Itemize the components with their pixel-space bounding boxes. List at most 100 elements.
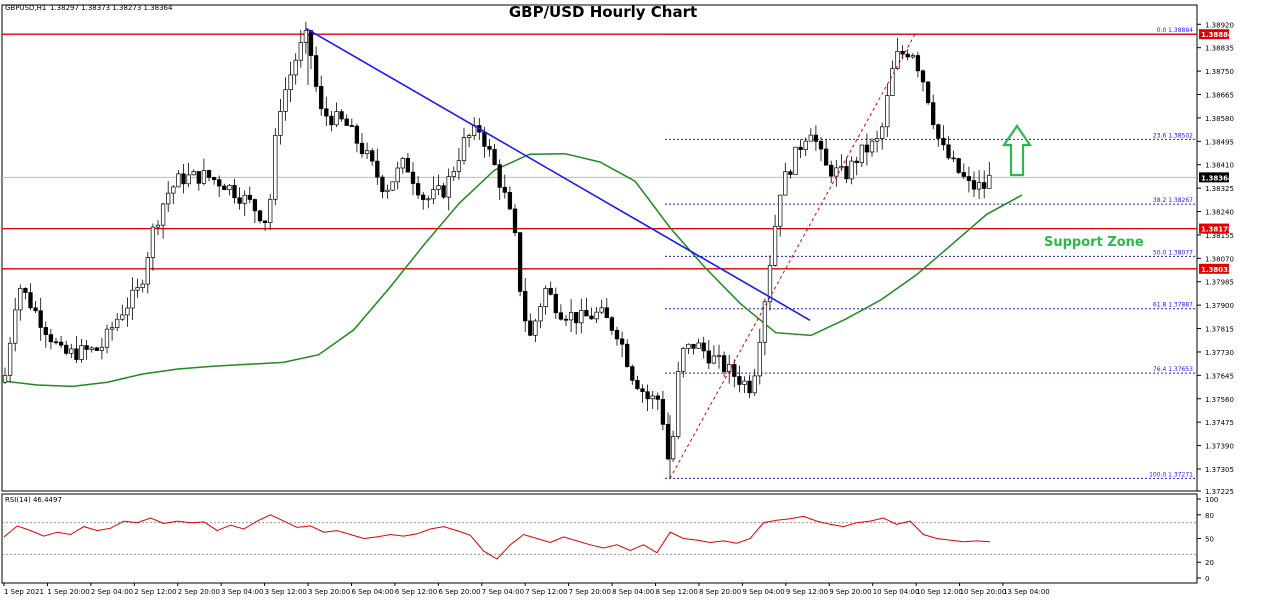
candle-body: [538, 306, 543, 322]
candle: [880, 122, 885, 150]
candle-body: [181, 173, 186, 185]
candle-body: [324, 108, 329, 117]
candle-body: [512, 208, 518, 233]
candle-body: [747, 380, 752, 394]
candle-body: [375, 160, 380, 178]
candle-body: [456, 160, 462, 172]
candle: [48, 328, 54, 350]
candle: [242, 190, 247, 217]
candle: [676, 361, 681, 440]
candle-body: [808, 134, 813, 142]
candle-body: [344, 118, 349, 126]
candle: [273, 128, 278, 206]
candle: [344, 114, 349, 126]
candle: [456, 147, 462, 180]
fib-swing-line: [669, 33, 916, 479]
candle: [298, 29, 303, 68]
candle: [645, 384, 650, 412]
candle-body: [99, 346, 105, 351]
candle: [752, 368, 757, 397]
price-tick-label: 1.38495: [1205, 138, 1234, 146]
candle-body: [38, 310, 43, 328]
time-tick-label: 13 Sep 04:00: [1003, 588, 1050, 596]
candle-body: [823, 148, 829, 166]
time-tick-label: 1 Sep 2021: [4, 588, 44, 596]
candle: [931, 94, 936, 130]
candle-body: [696, 342, 701, 349]
candle-body: [283, 89, 288, 112]
candle: [533, 318, 538, 342]
candle: [252, 198, 258, 223]
candle-body: [319, 86, 324, 110]
candle-body: [410, 171, 416, 184]
candle-body: [293, 59, 298, 76]
candle-body: [349, 125, 354, 127]
candle: [120, 304, 125, 322]
candle-body: [28, 292, 33, 309]
candle-body: [553, 293, 558, 314]
candle-body: [915, 55, 921, 72]
price-tag: [1199, 29, 1229, 40]
candle-body: [987, 174, 992, 189]
candle-body: [650, 395, 655, 400]
candle-body: [130, 289, 135, 309]
candle: [13, 297, 18, 352]
candle: [364, 142, 370, 160]
candle: [329, 111, 334, 132]
candle: [115, 313, 120, 332]
candle-body: [910, 55, 915, 58]
candle: [38, 297, 43, 341]
time-tick-label: 6 Sep 04:00: [351, 588, 393, 596]
price-tick-label: 1.38325: [1205, 185, 1234, 193]
candle-body: [625, 343, 630, 367]
candle-body: [268, 198, 273, 224]
candle: [619, 331, 625, 358]
candle-body: [43, 327, 48, 335]
price-tick-label: 1.37900: [1205, 302, 1234, 310]
candle: [339, 109, 344, 122]
candle: [558, 304, 564, 321]
candle: [915, 51, 921, 78]
candle: [278, 99, 283, 145]
candle-body: [74, 348, 79, 360]
candle-body: [237, 197, 242, 204]
candle-body: [533, 320, 538, 336]
price-tick-label: 1.37560: [1205, 396, 1234, 404]
price-tick-label: 1.38580: [1205, 115, 1234, 123]
candle-body: [446, 176, 451, 198]
candle: [186, 162, 191, 187]
candle-body: [691, 343, 696, 349]
candle: [706, 340, 711, 369]
candle: [99, 337, 105, 360]
rsi-plot-frame: [1, 493, 1198, 584]
candle: [79, 339, 84, 363]
candle: [982, 170, 987, 199]
candle-body: [329, 115, 334, 126]
candle: [130, 277, 135, 320]
candle-body: [788, 171, 793, 175]
candle: [94, 346, 99, 352]
candle: [308, 29, 314, 69]
candle: [410, 162, 416, 196]
candle-body: [732, 364, 737, 377]
candle: [125, 297, 130, 327]
candle-body: [859, 144, 864, 164]
candle-body: [303, 30, 309, 43]
price-tick-label: 1.38835: [1205, 45, 1234, 53]
time-tick-label: 7 Sep 20:00: [569, 588, 611, 596]
candle: [160, 202, 166, 239]
candle-body: [308, 30, 314, 56]
candle: [920, 69, 926, 92]
candle: [905, 49, 910, 61]
candle-body: [925, 81, 931, 104]
candle: [196, 171, 201, 191]
candle-body: [579, 310, 584, 324]
candle-body: [109, 327, 115, 330]
candle-body: [385, 189, 390, 193]
candle: [691, 343, 696, 355]
candle: [150, 223, 156, 271]
candle-body: [665, 424, 671, 460]
candle-body: [395, 167, 400, 183]
candle-body: [171, 186, 176, 194]
